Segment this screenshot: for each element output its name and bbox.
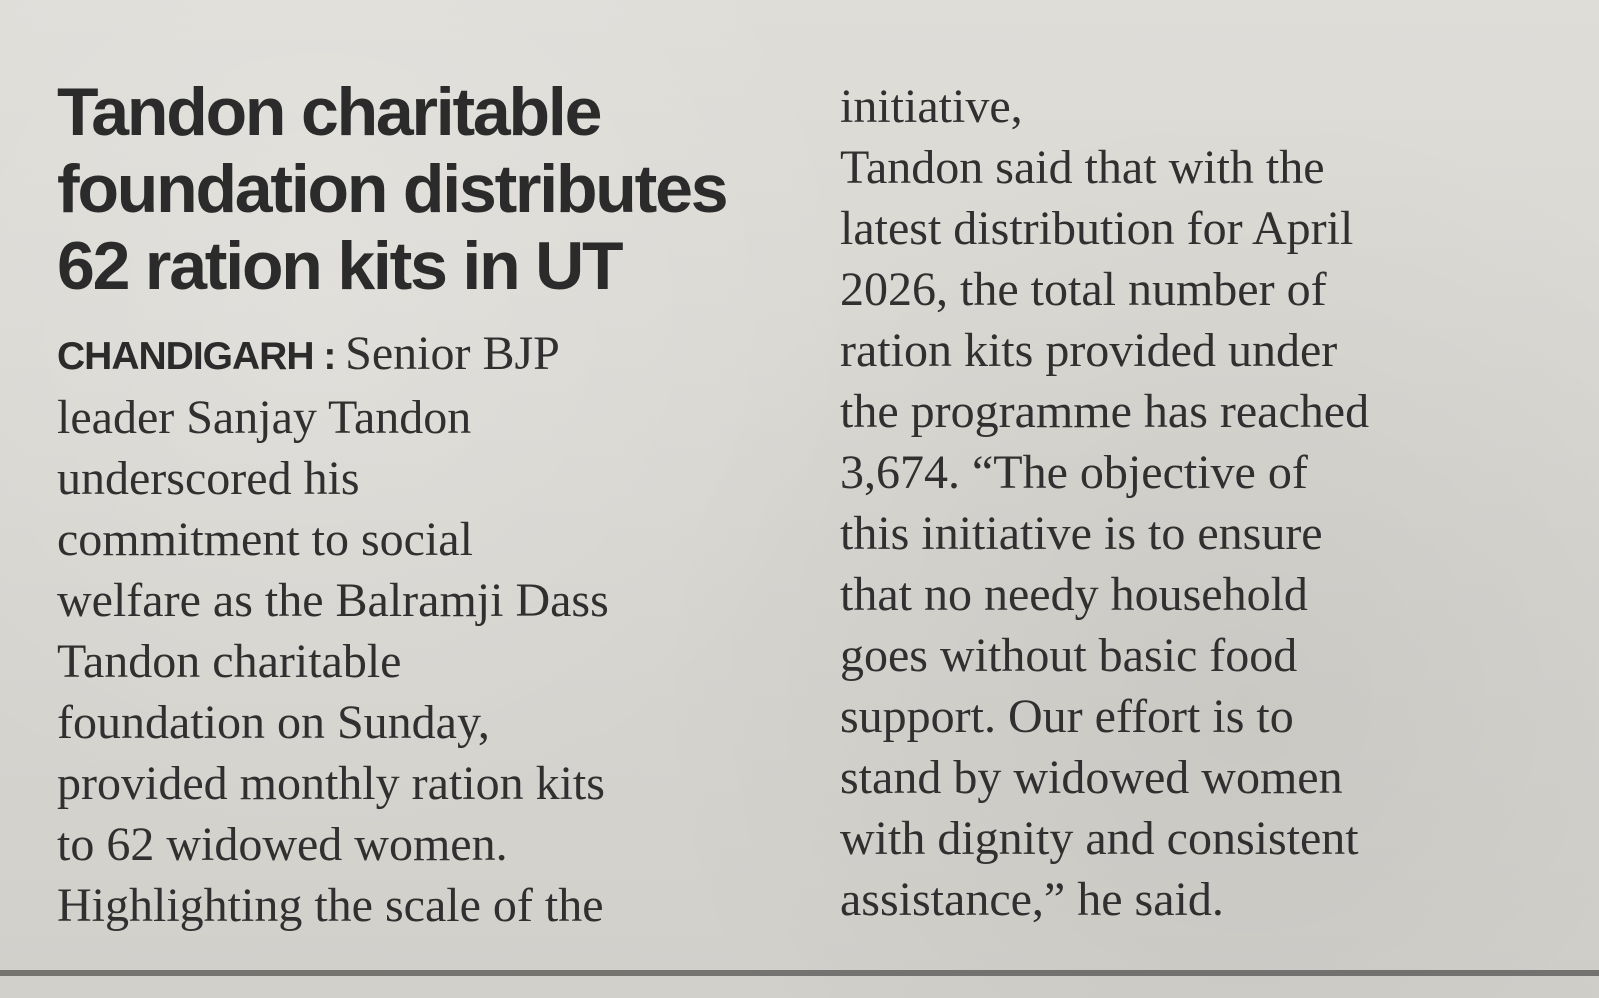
top-edge-text-fragment: · · · · · · · · [1270,0,1350,8]
right-column-body: initiative, Tandon said that with the la… [840,80,1370,926]
bottom-divider-rule [0,970,1599,976]
dateline: CHANDIGARH : [57,335,346,378]
left-column-body: CHANDIGARH : Senior BJP leader Sanjay Ta… [57,323,772,936]
left-body-text: Senior BJP leader Sanjay Tandon undersco… [57,327,609,932]
left-column: Tandon charitable foundation distributes… [57,74,772,936]
right-column: initiative, Tandon said that with the la… [840,76,1560,930]
article-headline: Tandon charitable foundation distributes… [57,74,729,304]
